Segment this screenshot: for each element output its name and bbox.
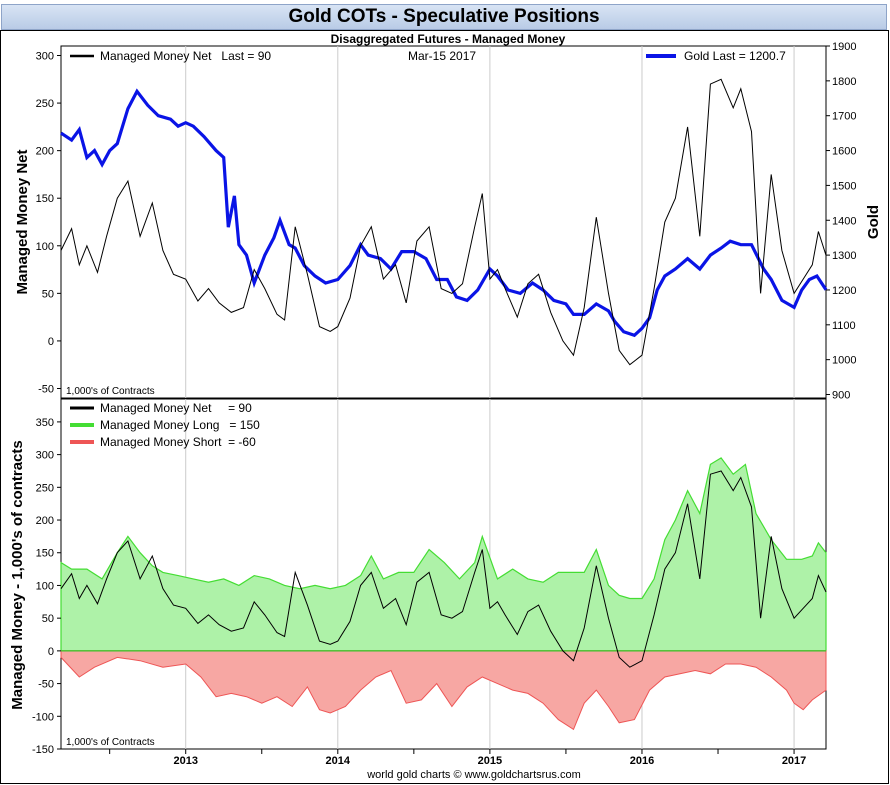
bottom-tick-label: 350 [36,417,54,429]
legend-long: Managed Money Long = 150 [100,418,260,432]
bottom-tick-label: 50 [42,613,54,625]
net-series-line-top [60,78,827,366]
top-right-tick-label: 900 [832,390,850,402]
bottom-tick-label: 200 [36,515,54,527]
legend-gold: Gold Last = 1200.7 [684,49,786,63]
chart-subtitle: Disaggregated Futures - Managed Money [331,32,566,46]
x-tick-label: 2013 [173,755,197,767]
credit-text: world gold charts © www.goldchartsrus.co… [366,769,581,781]
top-right-tick-label: 1800 [832,76,856,88]
top-right-axis-label: Gold [865,205,882,239]
top-right-tick-label: 1700 [832,111,856,123]
x-axis: 2013 2014 2015 2016 2017 [109,749,806,767]
top-plot-area [60,45,827,399]
bottom-left-axis: -150 -100 -50 0 50 100 150 200 250 300 350 [32,417,61,756]
top-right-tick-label: 1200 [832,285,856,297]
bottom-tick-label: 250 [36,482,54,494]
bottom-tick-label: -150 [32,744,54,756]
top-left-tick-label: 200 [36,146,54,158]
top-legend: Managed Money Net Last = 90 Mar-15 2017 … [70,49,786,63]
bottom-units-note: 1,000's of Contracts [66,737,155,748]
long-series-area [60,457,827,652]
top-left-axis: -50 0 50 100 150 200 250 300 [36,51,61,395]
top-right-tick-label: 1100 [832,320,856,332]
top-left-tick-label: -50 [38,383,54,395]
bottom-tick-label: 150 [36,548,54,560]
x-tick-label: 2016 [630,755,654,767]
top-left-tick-label: 250 [36,98,54,110]
top-right-tick-label: 1900 [832,41,856,53]
top-grid [185,46,795,398]
net-series-line-bottom [60,470,827,668]
top-left-axis-label: Managed Money Net [14,149,31,294]
top-left-tick-label: 50 [42,288,54,300]
legend-net-top: Managed Money Net Last = 90 [100,49,271,63]
bottom-tick-label: -100 [32,711,54,723]
bottom-tick-label: -50 [38,679,54,691]
bottom-axis-label: Managed Money - 1,000's of contracts [9,440,26,709]
x-tick-label: 2014 [326,755,351,767]
outer-border [0,30,889,784]
top-left-tick-label: 0 [48,336,54,348]
top-units-note: 1,000's of Contracts [66,386,155,397]
top-right-tick-label: 1600 [832,146,856,158]
chart-title: Gold COTs - Speculative Positions [288,6,600,27]
legend-short: Managed Money Short = -60 [100,435,256,449]
short-series-area [60,650,827,731]
x-tick-label: 2017 [782,755,806,767]
top-right-tick-label: 1300 [832,250,856,262]
top-right-axis: 900 1000 1100 1200 1300 1400 1500 1600 1700 1800 1… [826,41,856,402]
bottom-tick-label: 0 [48,646,54,658]
top-right-tick-label: 1000 [832,355,856,367]
legend-net-bottom: Managed Money Net = 90 [100,401,252,415]
bottom-tick-label: 300 [36,450,54,462]
x-tick-label: 2015 [478,755,502,767]
top-right-tick-label: 1500 [832,180,856,192]
bottom-tick-label: 100 [36,580,54,592]
top-right-tick-label: 1400 [832,215,856,227]
title-bar: Gold COTs - Speculative Positions [1,4,887,30]
top-left-tick-label: 100 [36,241,54,253]
top-left-tick-label: 150 [36,193,54,205]
legend-date: Mar-15 2017 [408,49,476,63]
top-left-tick-label: 300 [36,51,54,63]
bottom-legend: Managed Money Net = 90 Managed Money Lon… [70,401,260,449]
gold-series-line [60,88,828,338]
